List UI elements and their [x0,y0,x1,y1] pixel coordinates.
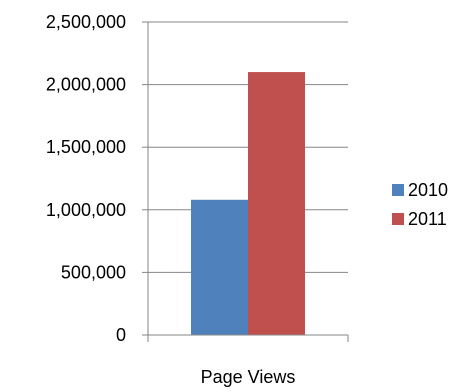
axes [142,21,349,342]
y-tick-label: 1,000,000 [46,200,126,220]
y-tick-label: 2,500,000 [46,12,126,32]
legend-swatch-2011 [392,213,404,225]
legend: 2010 2011 [392,180,448,229]
legend-label-2010: 2010 [408,180,448,200]
y-tick-label: 2,000,000 [46,75,126,95]
x-tick-label: Page Views [201,367,296,387]
bar-2011 [248,72,305,335]
legend-label-2011: 2011 [408,209,447,229]
y-tick-label: 500,000 [61,262,126,282]
x-tick-labels: Page Views [201,367,296,387]
bar-2010 [191,199,248,335]
legend-swatch-2010 [392,184,404,196]
y-tick-label: 1,500,000 [46,137,126,157]
y-tick-labels: 0 500,000 1,000,000 1,500,000 2,000,000 2,500… [46,12,126,345]
bars [191,72,305,335]
y-tick-label: 0 [116,325,126,345]
